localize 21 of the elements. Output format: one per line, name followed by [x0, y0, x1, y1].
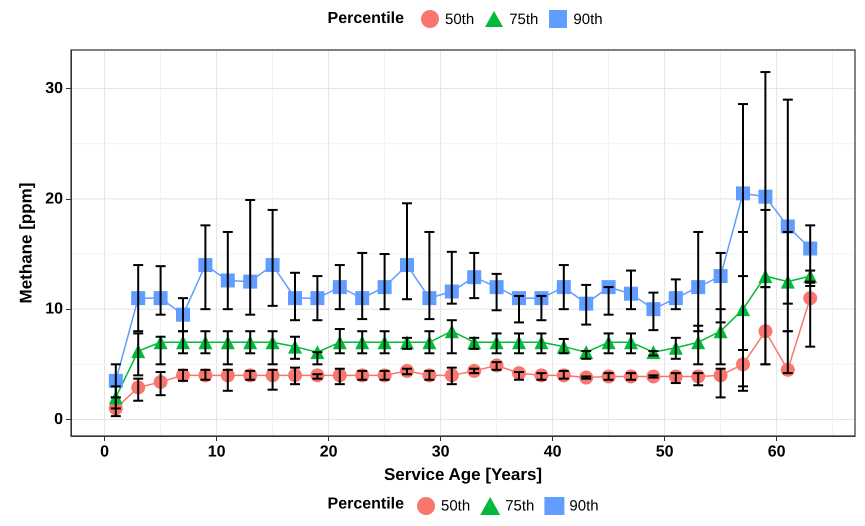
- text: 75th: [509, 10, 538, 28]
- y-tick-label: 10: [45, 300, 64, 318]
- y-tick-label: 30: [45, 80, 64, 98]
- legend-label: 50th: [441, 498, 470, 514]
- x-tick-label: 30: [432, 444, 450, 460]
- x-tick-label: 0: [100, 444, 110, 460]
- x-tick-label: 60: [768, 444, 786, 460]
- legend-label: 75th: [505, 498, 534, 514]
- text: 50th: [445, 10, 474, 28]
- text: 90th: [573, 10, 603, 28]
- text: Percentile: [328, 496, 404, 512]
- x-axis-title: Service Age [Years]: [384, 465, 542, 484]
- legend-label: 90th: [569, 498, 599, 514]
- x-tick-label: 50: [656, 444, 674, 460]
- y-axis-title: Methane [ppm]: [16, 182, 36, 304]
- x-tick-label: 40: [544, 444, 562, 460]
- x-tick-label: 20: [320, 444, 338, 460]
- x-tick-label: 10: [208, 444, 226, 460]
- legend-title: Percentile: [326, 10, 404, 28]
- y-tick-label: 0: [54, 410, 64, 428]
- y-tick-label: 20: [45, 190, 64, 208]
